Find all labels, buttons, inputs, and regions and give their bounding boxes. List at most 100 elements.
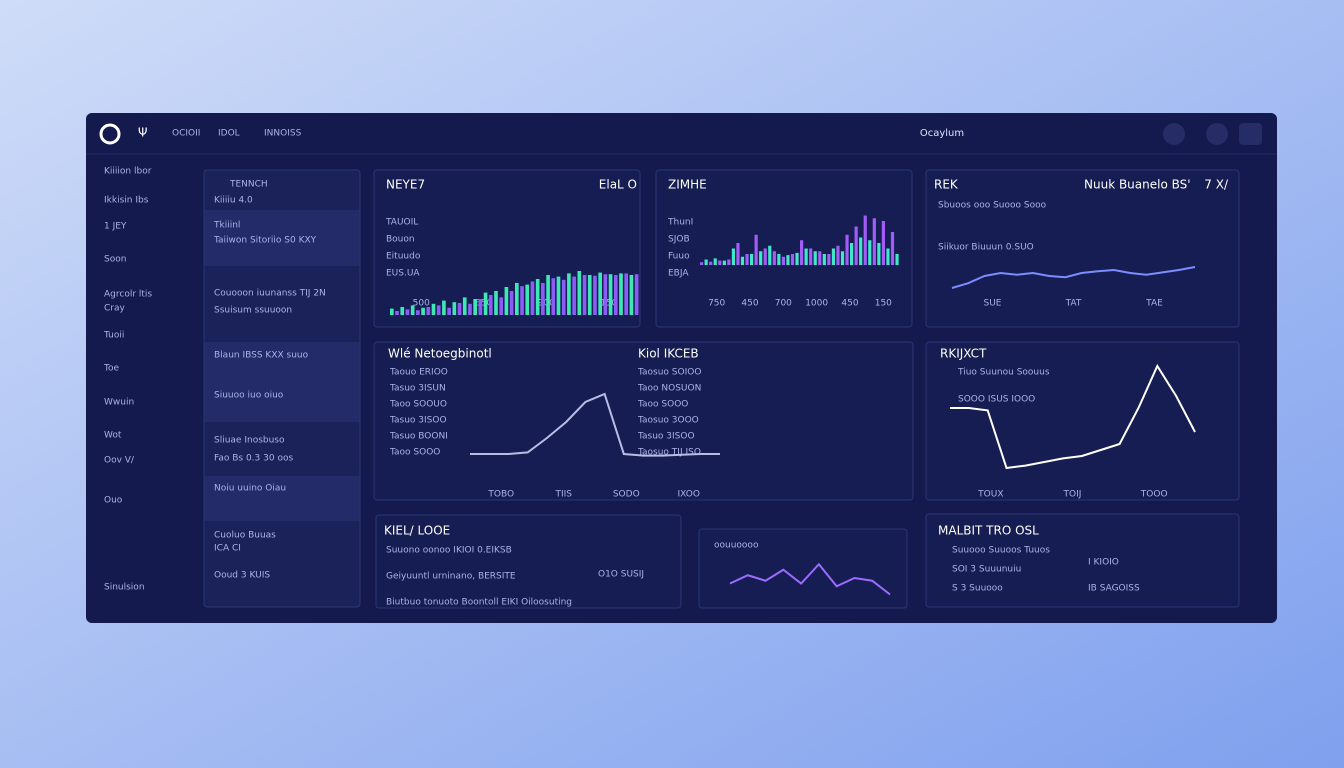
list-row: Kiiiiu 4.0 [214, 196, 253, 206]
list-row: Siuuoo iuo oiuo [214, 391, 284, 401]
bar [541, 283, 545, 315]
x-tick-label: TOOO [1140, 490, 1168, 500]
sidebar-item[interactable]: Oov V/ [104, 456, 135, 466]
list-row: Ooud 3 KUIS [214, 571, 270, 581]
nav-item[interactable]: OCIOII [172, 129, 200, 139]
bar [619, 273, 623, 315]
bar [447, 307, 451, 315]
sidebar-item[interactable]: 1 JEY [104, 222, 127, 232]
sidebar-item[interactable]: Toe [103, 364, 119, 374]
bar [790, 254, 795, 265]
sidebar-item[interactable]: Ouo [104, 496, 123, 506]
bar [509, 291, 514, 315]
panel-label: Suuooo Suuoos Tuuos [952, 546, 1050, 556]
sidebar-item[interactable]: Kiiiion lbor [104, 167, 152, 177]
bar [546, 275, 550, 315]
panel [925, 513, 1240, 608]
panel-title: KIEL/ LOOE [384, 524, 450, 538]
panel [698, 528, 908, 609]
bar [713, 258, 717, 265]
bar [800, 240, 804, 265]
list-row: Taiiwon Sitoriio S0 KXY [213, 236, 317, 246]
bar [452, 302, 457, 315]
bar [863, 215, 867, 265]
bar [750, 254, 754, 265]
bar [629, 275, 634, 315]
sidebar-item[interactable]: Sinulsion [104, 583, 145, 593]
panel-label: I KIOIO [1088, 558, 1119, 568]
bar [822, 254, 826, 265]
x-tick-label: 700 [775, 299, 792, 309]
bar [598, 272, 602, 315]
panel-label: Taoo SOOUO [389, 400, 447, 410]
nav-item[interactable]: IDOL [218, 129, 240, 139]
bar [827, 254, 831, 265]
bar [768, 245, 772, 265]
bar [535, 279, 540, 315]
sidebar-item[interactable]: Soon [104, 255, 126, 265]
x-tick-label: 500 [413, 299, 430, 309]
bar [845, 234, 849, 265]
bar [745, 254, 749, 265]
bar [709, 261, 713, 265]
bar [499, 297, 504, 315]
panel-label: Taoo NOSUON [637, 384, 701, 394]
bar [582, 275, 587, 315]
bar [809, 248, 813, 265]
button[interactable] [1239, 123, 1262, 145]
panel-label: Suuono oonoo IKIOI 0.EIKSB [386, 546, 512, 556]
bar [836, 245, 840, 265]
line [951, 266, 1196, 289]
panel-title: REK [934, 178, 959, 192]
sidebar-item[interactable]: Agrcolr ltis [104, 290, 152, 300]
bar [587, 275, 592, 315]
panel-label: Taoo SOOO [637, 400, 688, 410]
bar [868, 240, 872, 265]
panel-label: Biutbuo tonuoto Boontoll EIKI Oiloosutin… [386, 598, 572, 608]
sidebar-item[interactable]: Cray [104, 304, 125, 314]
list-row: Couooon iuunanss TIJ 2N [214, 289, 326, 299]
x-tick-label: 150 [875, 299, 892, 309]
panel-label: Tasuo 3ISUN [389, 384, 446, 394]
x-tick-label: IXOO [678, 490, 700, 500]
bar [468, 303, 472, 315]
panel-label: Sbuoos ooo Suooo Sooo [938, 201, 1047, 211]
panel-subtitle: Nuuk Buanelo BS' [1084, 178, 1191, 192]
bar [567, 273, 571, 315]
panel [925, 169, 1240, 328]
bar [722, 260, 726, 265]
panel-label: oouuoooo [714, 541, 759, 551]
bar [772, 251, 776, 265]
panel-title: Wlé Netoegbinotl [388, 347, 492, 361]
line [470, 392, 720, 457]
x-tick-label: TOUX [977, 490, 1003, 500]
bar [577, 271, 582, 315]
topbar-title: Ocaylum [920, 128, 964, 139]
bar [777, 254, 781, 265]
x-tick-label: TOIJ [1063, 490, 1082, 500]
list-row: ICA CI [214, 544, 241, 554]
bar [483, 292, 488, 315]
panel-label: Bouon [386, 235, 415, 245]
sidebar-item[interactable]: Tuoii [103, 331, 124, 341]
panel-label: SOI 3 Suuunuiu [952, 565, 1021, 575]
menu-icon[interactable]: Ψ [138, 126, 147, 140]
bar [488, 295, 493, 315]
sidebar-item[interactable]: Wot [104, 431, 122, 441]
bar [504, 287, 509, 315]
bar [561, 279, 566, 315]
x-tick-label: TAE [1145, 299, 1163, 309]
list-row: Blaun IBSS KXX suuo [214, 351, 309, 361]
sidebar-item[interactable]: Wwuin [104, 398, 134, 408]
bar [426, 307, 431, 315]
bar [886, 248, 890, 265]
list-row: Tkiiinl [213, 221, 240, 231]
sidebar-item[interactable]: Ikkisin Ibs [104, 196, 149, 206]
button[interactable] [1163, 123, 1185, 145]
bar [613, 275, 618, 315]
nav-item[interactable]: INNOISS [264, 129, 302, 139]
bar [473, 299, 477, 315]
bar [478, 299, 483, 315]
button[interactable] [1206, 123, 1228, 145]
